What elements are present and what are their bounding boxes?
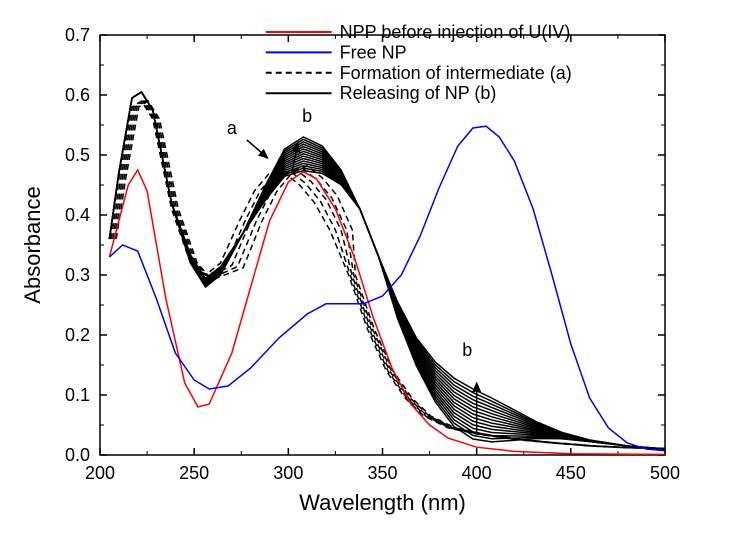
svg-text:0.2: 0.2 <box>65 325 90 345</box>
svg-text:0.3: 0.3 <box>65 265 90 285</box>
svg-text:250: 250 <box>179 463 209 483</box>
svg-text:200: 200 <box>85 463 115 483</box>
legend-label: Formation of intermediate (a) <box>340 63 572 83</box>
svg-text:0.5: 0.5 <box>65 145 90 165</box>
svg-text:450: 450 <box>556 463 586 483</box>
legend-label: Free NP <box>340 42 407 62</box>
svg-text:300: 300 <box>273 463 303 483</box>
svg-text:0.4: 0.4 <box>65 205 90 225</box>
annotation-label: b <box>462 340 472 360</box>
svg-text:0.1: 0.1 <box>65 385 90 405</box>
annotation-label: a <box>227 118 238 138</box>
svg-text:0.6: 0.6 <box>65 85 90 105</box>
legend-label: Releasing of NP (b) <box>340 83 497 103</box>
x-axis-label: Wavelength (nm) <box>299 490 466 515</box>
svg-text:500: 500 <box>650 463 680 483</box>
svg-text:350: 350 <box>367 463 397 483</box>
y-axis-label: Absorbance <box>20 186 45 303</box>
annotation-label: b <box>302 106 312 126</box>
svg-text:0.0: 0.0 <box>65 445 90 465</box>
svg-text:0.7: 0.7 <box>65 25 90 45</box>
svg-text:400: 400 <box>462 463 492 483</box>
absorbance-chart: 200 250 300 350 400 450 500 0.0 0.1 0.2 0.3 0.4 0.5 0… <box>0 0 731 550</box>
legend-label: NPP before injection of U(IV) <box>340 22 571 42</box>
